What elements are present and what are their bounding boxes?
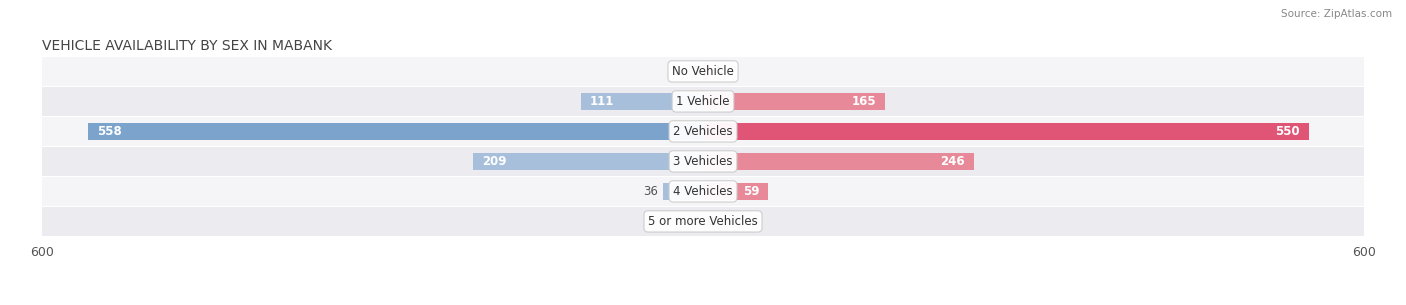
Bar bbox=[42, 147, 1364, 176]
Bar bbox=[664, 183, 703, 200]
Bar bbox=[703, 183, 768, 200]
Text: 59: 59 bbox=[742, 185, 759, 198]
Bar bbox=[42, 117, 1364, 146]
Text: 4: 4 bbox=[713, 65, 720, 78]
Text: 36: 36 bbox=[643, 185, 658, 198]
Text: 5 or more Vehicles: 5 or more Vehicles bbox=[648, 215, 758, 228]
Text: 0: 0 bbox=[692, 215, 700, 228]
Text: Source: ZipAtlas.com: Source: ZipAtlas.com bbox=[1281, 9, 1392, 19]
Bar bbox=[42, 57, 1364, 86]
Text: 2 Vehicles: 2 Vehicles bbox=[673, 125, 733, 138]
Text: 111: 111 bbox=[589, 95, 614, 108]
Text: VEHICLE AVAILABILITY BY SEX IN MABANK: VEHICLE AVAILABILITY BY SEX IN MABANK bbox=[42, 39, 332, 53]
Text: 209: 209 bbox=[482, 155, 506, 168]
Text: 550: 550 bbox=[1275, 125, 1301, 138]
Text: 3 Vehicles: 3 Vehicles bbox=[673, 155, 733, 168]
Bar bbox=[42, 87, 1364, 116]
Text: 0: 0 bbox=[692, 65, 700, 78]
Text: 558: 558 bbox=[97, 125, 122, 138]
Text: 0: 0 bbox=[706, 215, 714, 228]
Bar bbox=[42, 177, 1364, 206]
Bar bbox=[472, 153, 703, 170]
Text: 246: 246 bbox=[941, 155, 965, 168]
Bar bbox=[703, 93, 884, 110]
Text: 1 Vehicle: 1 Vehicle bbox=[676, 95, 730, 108]
Bar bbox=[42, 207, 1364, 236]
Bar bbox=[703, 123, 1309, 140]
Text: 4 Vehicles: 4 Vehicles bbox=[673, 185, 733, 198]
Bar bbox=[703, 63, 707, 80]
Text: No Vehicle: No Vehicle bbox=[672, 65, 734, 78]
Text: 165: 165 bbox=[851, 95, 876, 108]
Bar bbox=[703, 153, 974, 170]
Bar bbox=[89, 123, 703, 140]
Bar bbox=[581, 93, 703, 110]
